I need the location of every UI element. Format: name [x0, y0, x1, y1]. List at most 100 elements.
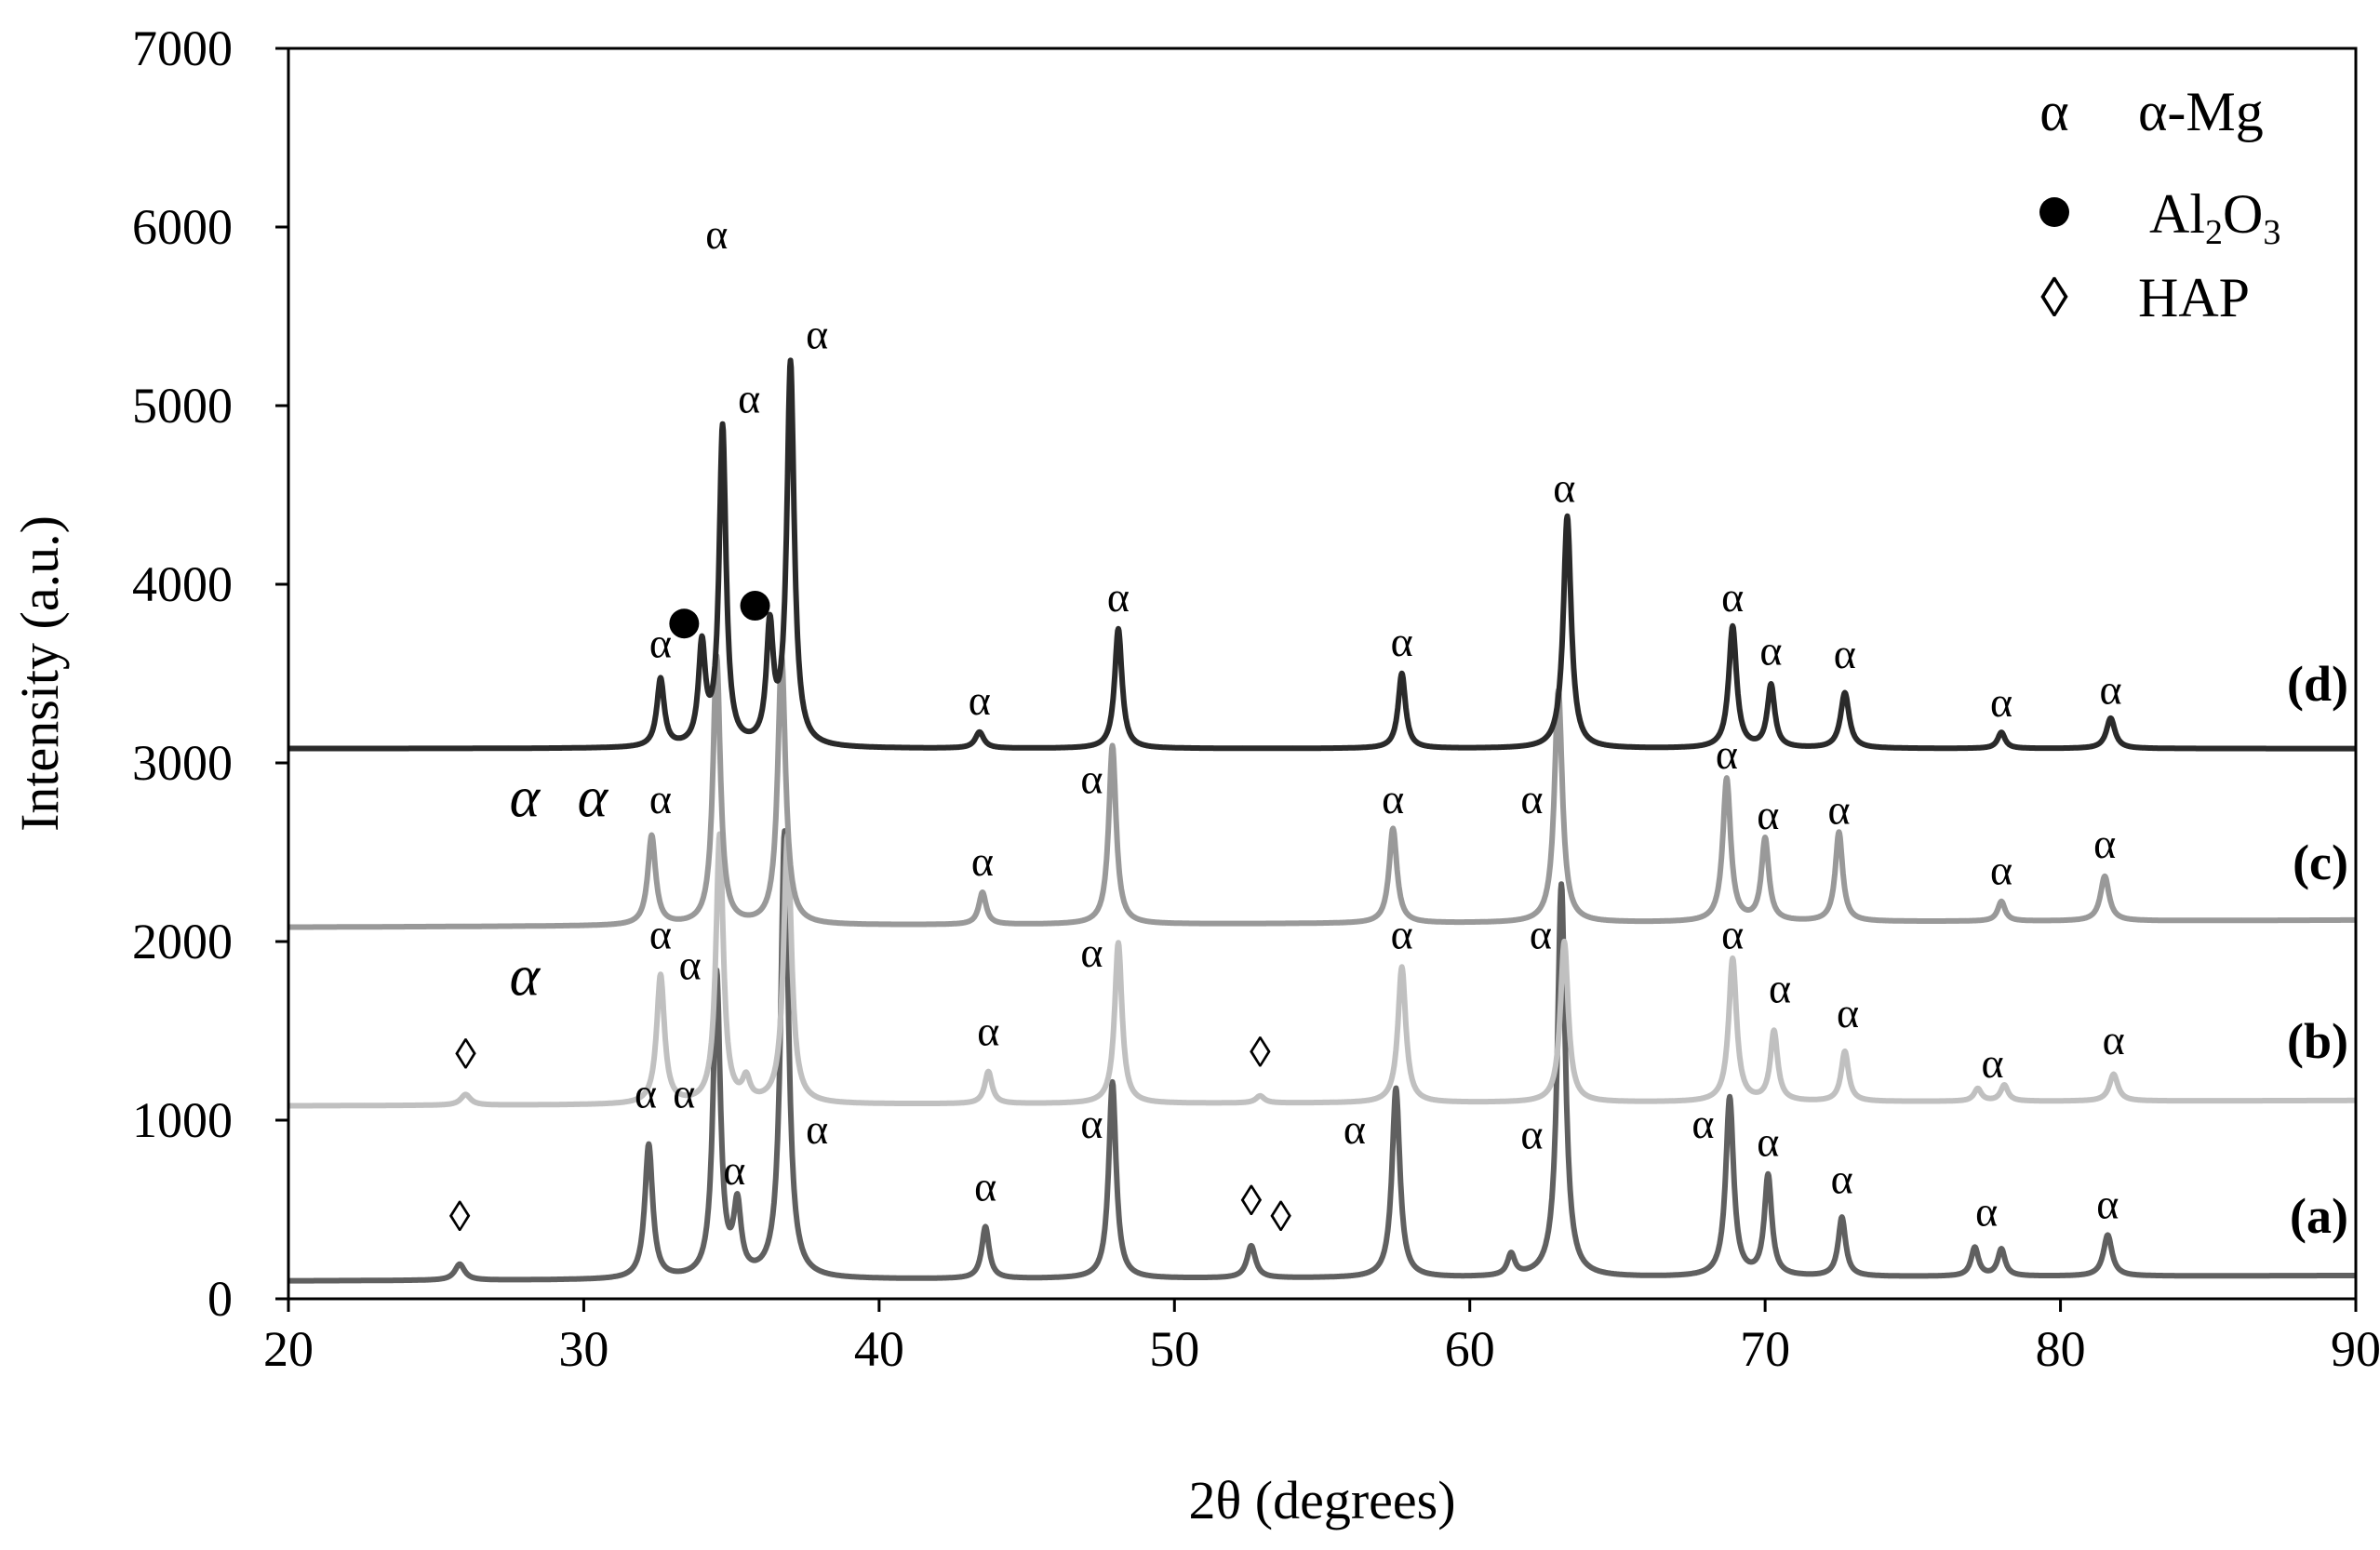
- alpha-mg-marker: α: [1990, 847, 2012, 894]
- alpha-mg-marker: α: [1982, 1039, 2004, 1087]
- hap-marker: ◊: [1250, 1028, 1271, 1076]
- series-line-c: [286, 653, 2359, 930]
- alpha-mg-marker: α: [1691, 1100, 1714, 1147]
- series-label-d: (d): [2287, 656, 2348, 712]
- al2o3-marker: [669, 608, 700, 639]
- alpha-mg-marker: α: [1757, 1117, 1779, 1165]
- plot-frame: [287, 47, 2358, 1301]
- alpha-mg-marker: α: [806, 311, 828, 358]
- y-tick-label: 1000: [132, 1092, 233, 1148]
- legend-item-alpha-mg: α α-Mg: [2039, 81, 2263, 142]
- alpha-mg-marker-italic: α: [510, 945, 542, 1009]
- legend-hap-label: HAP: [2138, 267, 2250, 328]
- alpha-mg-marker: α: [1759, 626, 1782, 674]
- alpha-mg-marker: α: [1834, 630, 1856, 677]
- legend-item-al2o3: Al2O3: [2039, 183, 2280, 252]
- legend-alpha-marker: α: [2039, 81, 2068, 142]
- series-label-b: (b): [2287, 1013, 2348, 1069]
- alpha-mg-marker-italic: α: [510, 767, 542, 830]
- y-tick-label: 6000: [132, 199, 233, 255]
- hap-marker: ◊: [1240, 1177, 1262, 1224]
- series-label-a: (a): [2290, 1188, 2348, 1244]
- alpha-mg-marker: α: [649, 911, 672, 958]
- x-tick-label: 40: [854, 1321, 904, 1377]
- alpha-mg-marker: α: [1831, 1156, 1853, 1203]
- alpha-mg-marker: α: [974, 1162, 996, 1209]
- alpha-mg-marker: α: [806, 1105, 828, 1153]
- alpha-mg-marker: α: [723, 1146, 745, 1194]
- alpha-mg-marker: α: [1391, 618, 1413, 665]
- alpha-mg-marker: α: [1827, 785, 1850, 833]
- x-axis-ticks: 20 30 40 50 60 70 80 90: [263, 1299, 2380, 1377]
- y-axis-ticks: 0 1000 2000 3000 4000 5000 6000 7000: [132, 20, 288, 1327]
- legend-al2o3-sub2: 2: [2205, 213, 2223, 252]
- y-tick-label: 7000: [132, 20, 233, 76]
- alpha-mg-marker: α: [1769, 964, 1791, 1011]
- y-tick-label: 3000: [132, 735, 233, 791]
- hap-marker: ◊: [449, 1193, 471, 1240]
- legend-alpha-mg-label: α-Mg: [2138, 81, 2264, 142]
- alpha-mg-marker: α: [1080, 929, 1103, 976]
- al2o3-marker: [740, 591, 770, 621]
- legend: α α-Mg Al2O3 ◊ HAP: [2039, 81, 2280, 328]
- x-tick-label: 70: [1740, 1321, 1790, 1377]
- x-tick-label: 20: [263, 1321, 314, 1377]
- series-line-a: [286, 828, 2359, 1284]
- alpha-mg-marker: α: [1975, 1187, 1998, 1235]
- y-axis-label: Intensity (a.u.): [9, 515, 70, 832]
- alpha-mg-marker: α: [635, 1070, 657, 1117]
- alpha-mg-marker: α: [649, 775, 672, 822]
- hap-marker: ◊: [1270, 1193, 1291, 1240]
- alpha-mg-marker: α: [649, 620, 672, 667]
- alpha-mg-marker: α: [1080, 1100, 1103, 1147]
- y-tick-label: 2000: [132, 914, 233, 969]
- alpha-mg-marker: α: [1757, 791, 1779, 838]
- alpha-mg-marker: α: [2099, 666, 2121, 714]
- alpha-mg-marker: α: [679, 941, 702, 988]
- peak-annotations: α α α α α α α α α α α α α α α α α α α α α α α α α ◊ α α α α α ◊ α α α α α α α α…: [449, 210, 2125, 1240]
- alpha-mg-marker: α: [1107, 573, 1130, 621]
- legend-circle-marker: [2039, 197, 2069, 227]
- alpha-mg-marker: α: [2093, 820, 2116, 867]
- legend-al2o3-sub3: 3: [2263, 213, 2280, 252]
- alpha-mg-marker: α: [1520, 1111, 1543, 1158]
- x-axis-label: 2θ (degrees): [1188, 1470, 1455, 1530]
- alpha-mg-marker: α: [977, 1007, 999, 1054]
- legend-diamond-marker: ◊: [2040, 267, 2068, 328]
- y-tick-label: 4000: [132, 556, 233, 612]
- x-tick-label: 30: [558, 1321, 608, 1377]
- series-layer: [286, 357, 2359, 1284]
- alpha-mg-marker-italic: α: [578, 767, 609, 830]
- alpha-mg-marker: α: [738, 375, 760, 422]
- alpha-mg-marker: α: [1520, 775, 1543, 822]
- alpha-mg-marker: α: [1530, 911, 1552, 958]
- alpha-mg-marker: α: [1391, 911, 1413, 958]
- alpha-mg-marker: α: [673, 1070, 695, 1117]
- series-labels: (a) (b) (c) (d): [2287, 656, 2348, 1244]
- alpha-mg-marker: α: [1382, 775, 1404, 822]
- hap-marker: ◊: [455, 1030, 476, 1077]
- alpha-mg-marker: α: [2103, 1016, 2125, 1063]
- alpha-mg-marker: α: [1553, 464, 1575, 512]
- legend-al2o3-label: Al2O3: [2149, 183, 2280, 252]
- alpha-mg-marker: α: [2096, 1181, 2119, 1228]
- alpha-mg-marker: α: [969, 676, 991, 724]
- y-tick-label: 5000: [132, 378, 233, 434]
- series-line-b: [286, 831, 2359, 1109]
- x-tick-label: 90: [2331, 1321, 2380, 1377]
- x-tick-label: 60: [1445, 1321, 1495, 1377]
- alpha-mg-marker: α: [1837, 989, 1859, 1036]
- series-line-d: [286, 357, 2359, 752]
- alpha-mg-marker: α: [705, 210, 728, 258]
- alpha-mg-marker: α: [1721, 573, 1744, 621]
- legend-item-hap: ◊ HAP: [2040, 267, 2250, 328]
- x-tick-label: 50: [1149, 1321, 1199, 1377]
- legend-al2o3-al: Al: [2149, 183, 2205, 245]
- x-tick-label: 80: [2036, 1321, 2086, 1377]
- alpha-mg-marker: α: [1716, 730, 1738, 778]
- alpha-mg-marker: α: [1344, 1105, 1366, 1153]
- legend-al2o3-o: O: [2223, 183, 2263, 245]
- series-label-c: (c): [2293, 835, 2348, 890]
